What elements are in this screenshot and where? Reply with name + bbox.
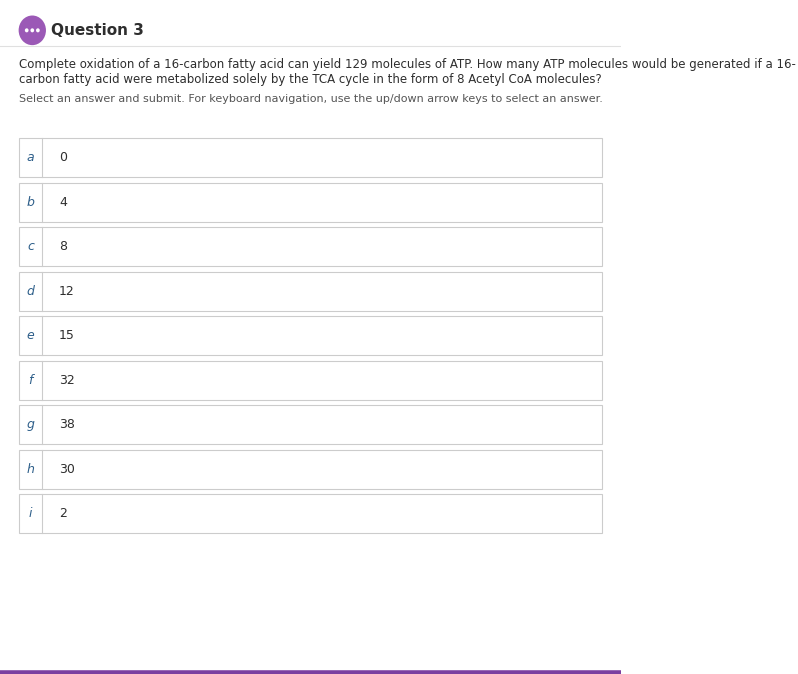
Text: 30: 30: [59, 462, 75, 476]
FancyBboxPatch shape: [18, 138, 602, 177]
Text: 32: 32: [59, 373, 75, 387]
FancyBboxPatch shape: [18, 227, 602, 266]
Text: c: c: [27, 240, 34, 253]
Text: a: a: [26, 151, 34, 164]
Text: 38: 38: [59, 418, 75, 431]
Circle shape: [25, 28, 29, 32]
Text: 0: 0: [59, 151, 67, 164]
Circle shape: [30, 28, 34, 32]
Text: e: e: [26, 329, 34, 342]
Text: i: i: [29, 507, 32, 520]
Circle shape: [36, 28, 40, 32]
Text: 4: 4: [59, 195, 67, 209]
Text: h: h: [26, 462, 34, 476]
Text: Complete oxidation of a 16-carbon fatty acid can yield 129 molecules of ATP. How: Complete oxidation of a 16-carbon fatty …: [18, 57, 796, 71]
FancyBboxPatch shape: [18, 272, 602, 311]
Text: 15: 15: [59, 329, 75, 342]
FancyBboxPatch shape: [18, 183, 602, 222]
Text: carbon fatty acid were metabolized solely by the TCA cycle in the form of 8 Acet: carbon fatty acid were metabolized solel…: [18, 73, 602, 86]
Text: d: d: [26, 284, 34, 298]
Circle shape: [18, 16, 46, 45]
Text: Question 3: Question 3: [51, 23, 144, 38]
FancyBboxPatch shape: [18, 361, 602, 400]
Text: 8: 8: [59, 240, 67, 253]
Text: b: b: [26, 195, 34, 209]
Text: 12: 12: [59, 284, 75, 298]
Text: Select an answer and submit. For keyboard navigation, use the up/down arrow keys: Select an answer and submit. For keyboar…: [18, 94, 602, 104]
Text: 2: 2: [59, 507, 67, 520]
FancyBboxPatch shape: [18, 450, 602, 489]
FancyBboxPatch shape: [18, 316, 602, 355]
FancyBboxPatch shape: [18, 494, 602, 533]
Text: f: f: [28, 373, 33, 387]
Text: g: g: [26, 418, 34, 431]
FancyBboxPatch shape: [18, 405, 602, 444]
